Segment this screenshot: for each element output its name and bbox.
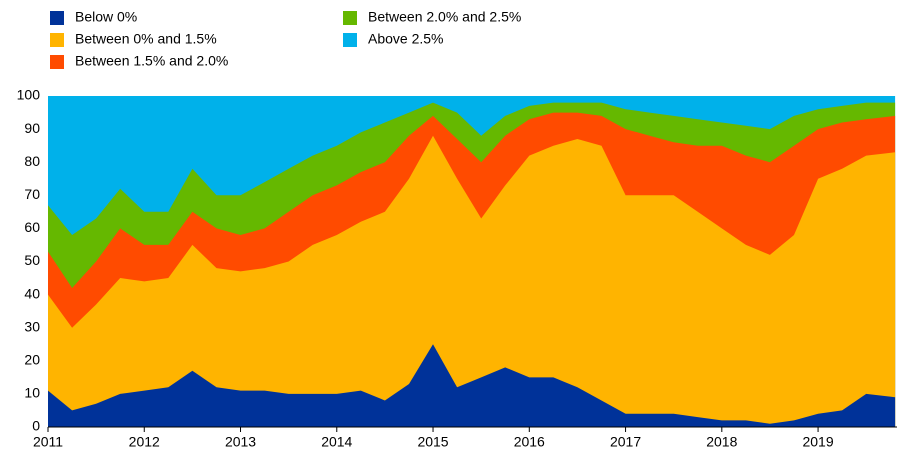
legend-swatch [50, 55, 64, 69]
x-tick-label: 2019 [802, 434, 833, 450]
y-tick-label: 60 [24, 219, 40, 235]
legend-swatch [343, 11, 357, 25]
y-tick-label: 50 [24, 252, 40, 268]
y-tick-label: 0 [32, 418, 40, 434]
x-tick-label: 2015 [417, 434, 448, 450]
legend-swatch [50, 33, 64, 47]
x-tick-label: 2018 [706, 434, 737, 450]
x-tick-label: 2011 [33, 434, 63, 450]
legend-label: Between 2.0% and 2.5% [368, 9, 521, 25]
x-tick-label: 2014 [321, 434, 352, 450]
legend-swatch [343, 33, 357, 47]
legend-label: Between 1.5% and 2.0% [75, 53, 228, 69]
y-tick-label: 10 [24, 385, 40, 401]
area [48, 135, 896, 427]
y-tick-label: 20 [24, 352, 40, 368]
y-tick-label: 80 [24, 153, 40, 169]
legend-label: Below 0% [75, 9, 137, 25]
y-tick-label: 90 [24, 120, 40, 136]
legend-label: Above 2.5% [368, 31, 444, 47]
x-tick-label: 2012 [129, 434, 160, 450]
legend-label: Between 0% and 1.5% [75, 31, 217, 47]
area [48, 344, 896, 427]
y-tick-label: 70 [24, 186, 40, 202]
y-tick-label: 40 [24, 285, 40, 301]
y-tick-label: 30 [24, 318, 40, 334]
legend-swatch [50, 11, 64, 25]
x-tick-label: 2016 [514, 434, 545, 450]
y-tick-label: 100 [17, 87, 41, 103]
x-tick-label: 2017 [610, 434, 641, 450]
x-tick-label: 2013 [225, 434, 256, 450]
